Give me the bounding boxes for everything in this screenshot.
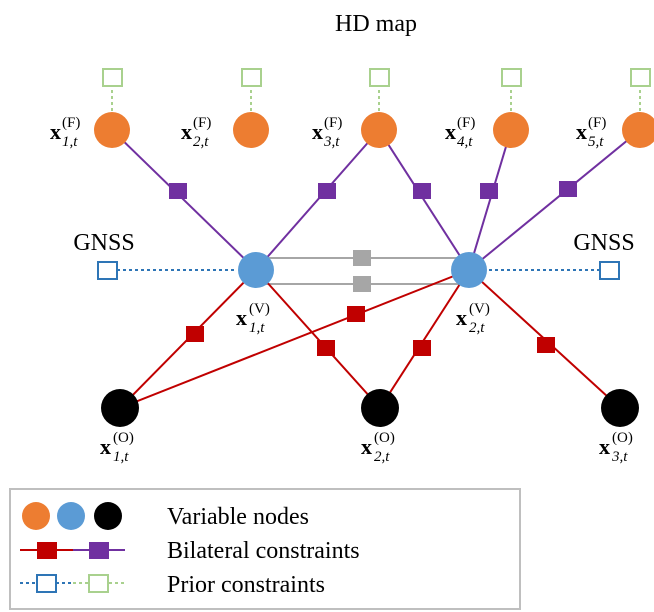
feature-label-2-sup: (F) — [193, 115, 211, 131]
purple-factor-5 — [559, 181, 577, 197]
feature-label-1-sub: 1,t — [62, 134, 78, 150]
object-node-2 — [361, 389, 399, 427]
gnss-prior-squares — [97, 261, 620, 280]
vehicle-label-2-sup: (V) — [469, 301, 490, 317]
red-factor-squares — [186, 306, 555, 356]
feature-label-4-sub: 4,t — [457, 134, 473, 150]
feature-label-4-base: x — [445, 119, 456, 144]
vehicle-label-2: x (V) 2,t — [456, 301, 490, 336]
feature-label-2-base: x — [181, 119, 192, 144]
object-label-3-sup: (O) — [612, 430, 633, 446]
purple-factor-4 — [480, 183, 498, 199]
gray-factor-squares — [353, 250, 371, 292]
legend-map-prior — [88, 574, 109, 593]
feature-label-4-sup: (F) — [457, 115, 475, 131]
purple-factor-squares — [169, 181, 577, 199]
legend-bilateral-label: Bilateral constraints — [167, 538, 360, 564]
red-factor-3 — [347, 306, 365, 322]
legend-red-factor — [37, 542, 57, 559]
legend-prior-label: Prior constraints — [167, 572, 325, 598]
vehicle-label-1-base: x — [236, 305, 247, 330]
vehicle-label-1-sub: 1,t — [249, 320, 265, 336]
object-label-2: x (O) 2,t — [361, 430, 395, 465]
object-label-1: x (O) 1,t — [100, 430, 134, 465]
object-nodes — [101, 389, 639, 427]
feature-nodes — [94, 112, 654, 148]
legend-blue-node — [57, 502, 85, 530]
feature-label-5-sub: 5,t — [588, 134, 604, 150]
feature-label-3-sub: 3,t — [323, 134, 340, 150]
object-label-2-sub: 2,t — [374, 449, 390, 465]
red-factor-4 — [413, 340, 431, 356]
legend-black-node — [94, 502, 122, 530]
feature-label-2: x (F) 2,t — [181, 115, 211, 150]
map-prior-lines — [111, 84, 641, 112]
vehicle-label-2-sub: 2,t — [469, 320, 485, 336]
feature-label-3-base: x — [312, 119, 323, 144]
feature-node-4 — [493, 112, 529, 148]
object-node-3 — [601, 389, 639, 427]
map-prior-1 — [102, 68, 123, 87]
vehicle-node-1 — [238, 252, 274, 288]
purple-factor-3 — [413, 183, 431, 199]
map-prior-5 — [630, 68, 651, 87]
red-factor-5 — [537, 337, 555, 353]
purple-factor-1 — [169, 183, 187, 199]
gnss-label-right: GNSS — [573, 230, 634, 256]
purple-constraint-lines — [111, 129, 641, 271]
vehicle-node-2 — [451, 252, 487, 288]
map-prior-squares — [102, 68, 651, 87]
gray-factor-1 — [353, 250, 371, 266]
vehicle-nodes — [238, 252, 487, 288]
legend: Variable nodes Bilateral constraints Pri… — [9, 488, 521, 610]
gnss-prior-left — [97, 261, 118, 280]
gnss-prior-right — [599, 261, 620, 280]
legend-variable-nodes-label: Variable nodes — [167, 504, 309, 530]
map-prior-3 — [369, 68, 390, 87]
feature-label-3: x (F) 3,t — [312, 115, 342, 150]
feature-label-5-base: x — [576, 119, 587, 144]
feature-label-3-sup: (F) — [324, 115, 342, 131]
feature-node-3 — [361, 112, 397, 148]
feature-label-1-base: x — [50, 119, 61, 144]
object-label-2-base: x — [361, 434, 372, 459]
title-hd-map: HD map — [335, 11, 417, 37]
red-factor-2 — [317, 340, 335, 356]
map-prior-4 — [501, 68, 522, 87]
feature-node-5 — [622, 112, 654, 148]
feature-label-2-sub: 2,t — [193, 134, 209, 150]
legend-orange-node — [22, 502, 50, 530]
object-label-2-sup: (O) — [374, 430, 395, 446]
vehicle-label-1: x (V) 1,t — [236, 301, 270, 336]
feature-node-1 — [94, 112, 130, 148]
object-label-3: x (O) 3,t — [599, 430, 633, 465]
object-label-3-base: x — [599, 434, 610, 459]
feature-label-5-sup: (F) — [588, 115, 606, 131]
purple-factor-2 — [318, 183, 336, 199]
map-prior-2 — [241, 68, 262, 87]
object-label-3-sub: 3,t — [611, 449, 628, 465]
legend-purple-factor — [89, 542, 109, 559]
feature-label-1-sup: (F) — [62, 115, 80, 131]
vehicle-label-1-sup: (V) — [249, 301, 270, 317]
gnss-label-left: GNSS — [73, 230, 134, 256]
vehicle-label-2-base: x — [456, 305, 467, 330]
legend-gnss-prior — [36, 574, 57, 593]
object-label-1-base: x — [100, 434, 111, 459]
object-label-1-sub: 1,t — [113, 449, 129, 465]
object-node-1 — [101, 389, 139, 427]
feature-label-4: x (F) 4,t — [445, 115, 475, 150]
gray-factor-2 — [353, 276, 371, 292]
object-label-1-sup: (O) — [113, 430, 134, 446]
feature-node-2 — [233, 112, 269, 148]
feature-label-1: x (F) 1,t — [50, 115, 80, 150]
red-factor-1 — [186, 326, 204, 342]
feature-label-5: x (F) 5,t — [576, 115, 606, 150]
